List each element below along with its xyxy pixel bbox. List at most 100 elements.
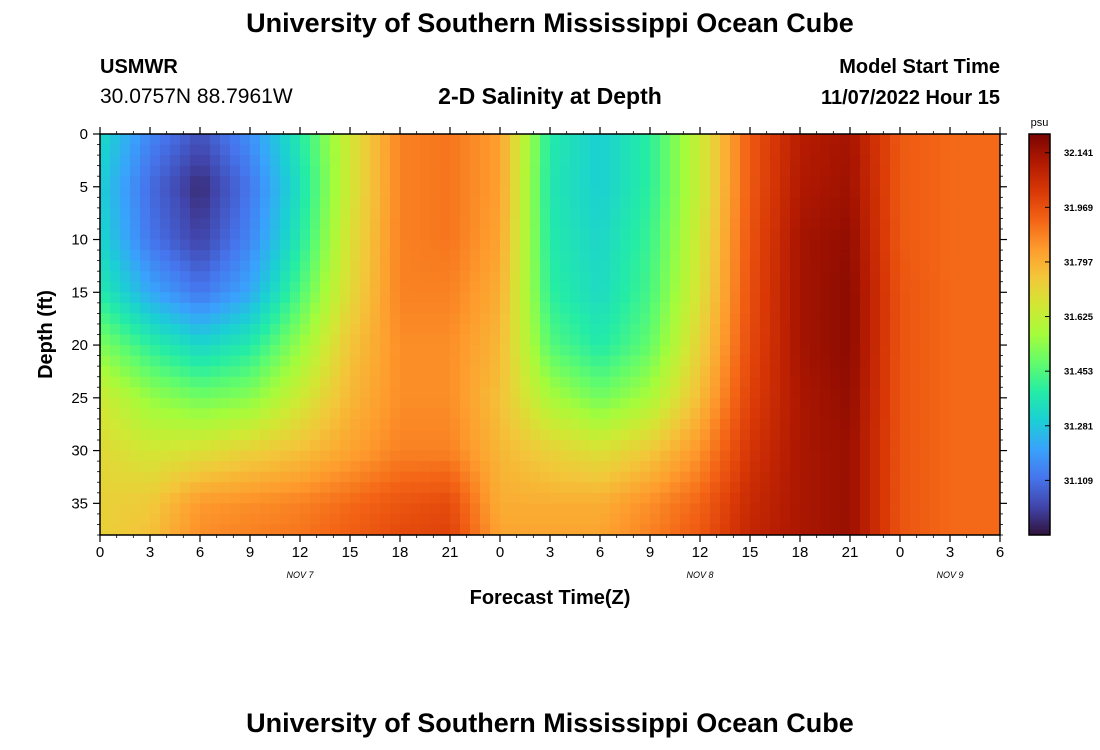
heatmap-cell (910, 207, 921, 220)
heatmap-cell (330, 302, 341, 314)
heatmap-cell (760, 197, 771, 209)
heatmap-cell (160, 155, 171, 167)
heatmap-cell (340, 176, 351, 188)
heatmap-cell (350, 271, 361, 283)
heatmap-cell (110, 440, 121, 452)
heatmap-cell (210, 450, 221, 462)
heatmap-cell (550, 461, 561, 473)
heatmap-cell (880, 524, 891, 535)
heatmap-cell (110, 165, 121, 177)
heatmap-cell (800, 429, 811, 441)
heatmap-cell (370, 155, 381, 167)
heatmap-cell (480, 397, 491, 409)
heatmap-cell (930, 207, 941, 220)
heatmap-cell (530, 450, 541, 462)
heatmap-cell (130, 228, 141, 241)
heatmap-cell (250, 345, 261, 357)
heatmap-cell (980, 144, 991, 156)
heatmap-cell (240, 397, 251, 409)
heatmap-cell (510, 334, 521, 346)
heatmap-cell (480, 429, 491, 441)
heatmap-cell (340, 345, 351, 357)
heatmap-cell (680, 218, 691, 230)
heatmap-cell (510, 366, 521, 378)
heatmap-cell (800, 376, 811, 388)
heatmap-cell (490, 366, 501, 378)
heatmap-cell (850, 408, 861, 420)
heatmap-cell (320, 207, 331, 220)
heatmap-cell (590, 165, 601, 177)
heatmap-cell (320, 313, 331, 325)
heatmap-cell (610, 134, 621, 146)
heatmap-cell (740, 134, 751, 146)
heatmap-cell (220, 334, 231, 346)
heatmap-cell (180, 450, 191, 462)
heatmap-cell (860, 218, 871, 230)
heatmap-cell (260, 440, 271, 452)
heatmap-cell (790, 313, 801, 325)
heatmap-cell (480, 250, 491, 262)
heatmap-cell (310, 165, 321, 177)
heatmap-cell (120, 165, 131, 177)
heatmap-cell (100, 155, 111, 167)
heatmap-cell (700, 376, 711, 388)
heatmap-cell (960, 302, 971, 314)
heatmap-cell (880, 503, 891, 515)
heatmap-cell (750, 440, 761, 452)
heatmap-cell (780, 450, 791, 462)
heatmap-cell (260, 345, 271, 357)
heatmap-cell (330, 313, 341, 325)
heatmap-cell (200, 239, 211, 251)
heatmap-cell (520, 429, 531, 441)
heatmap-cell (390, 503, 401, 515)
heatmap-cell (700, 323, 711, 336)
heatmap-cell (630, 186, 641, 198)
heatmap-cell (690, 313, 701, 325)
heatmap-cell (570, 207, 581, 220)
heatmap-cell (640, 376, 651, 388)
heatmap-cell (730, 165, 741, 177)
heatmap-cell (670, 334, 681, 346)
heatmap-cell (340, 366, 351, 378)
heatmap-cell (520, 218, 531, 230)
heatmap-cell (660, 260, 671, 272)
heatmap-cell (560, 186, 571, 198)
heatmap-cell (200, 155, 211, 167)
heatmap-cell (610, 366, 621, 378)
heatmap-cell (670, 281, 681, 293)
heatmap-cell (580, 429, 591, 441)
heatmap-cell (460, 281, 471, 293)
heatmap-cell (280, 471, 291, 483)
heatmap-cell (250, 155, 261, 167)
heatmap-cell (830, 429, 841, 441)
heatmap-cell (450, 292, 461, 304)
heatmap-cell (280, 418, 291, 431)
heatmap-cell (900, 513, 911, 526)
heatmap-cell (940, 176, 951, 188)
heatmap-cell (650, 376, 661, 388)
heatmap-cell (330, 345, 341, 357)
heatmap-cell (940, 228, 951, 241)
heatmap-cell (920, 429, 931, 441)
heatmap-cell (710, 260, 721, 272)
heatmap-cell (910, 376, 921, 388)
heatmap-cell (120, 355, 131, 367)
heatmap-cell (430, 218, 441, 230)
heatmap-cell (490, 155, 501, 167)
heatmap-cell (560, 387, 571, 399)
heatmap-cell (220, 250, 231, 262)
heatmap-cell (790, 144, 801, 156)
heatmap-cell (100, 323, 111, 336)
heatmap-cell (710, 387, 721, 399)
heatmap-cell (580, 440, 591, 452)
heatmap-cell (140, 313, 151, 325)
heatmap-cell (770, 376, 781, 388)
heatmap-cell (280, 513, 291, 526)
heatmap-cell (240, 513, 251, 526)
heatmap-cell (960, 197, 971, 209)
heatmap-cell (350, 239, 361, 251)
heatmap-cell (190, 471, 201, 483)
heatmap-cell (530, 387, 541, 399)
heatmap-cell (670, 345, 681, 357)
heatmap-cell (140, 482, 151, 494)
